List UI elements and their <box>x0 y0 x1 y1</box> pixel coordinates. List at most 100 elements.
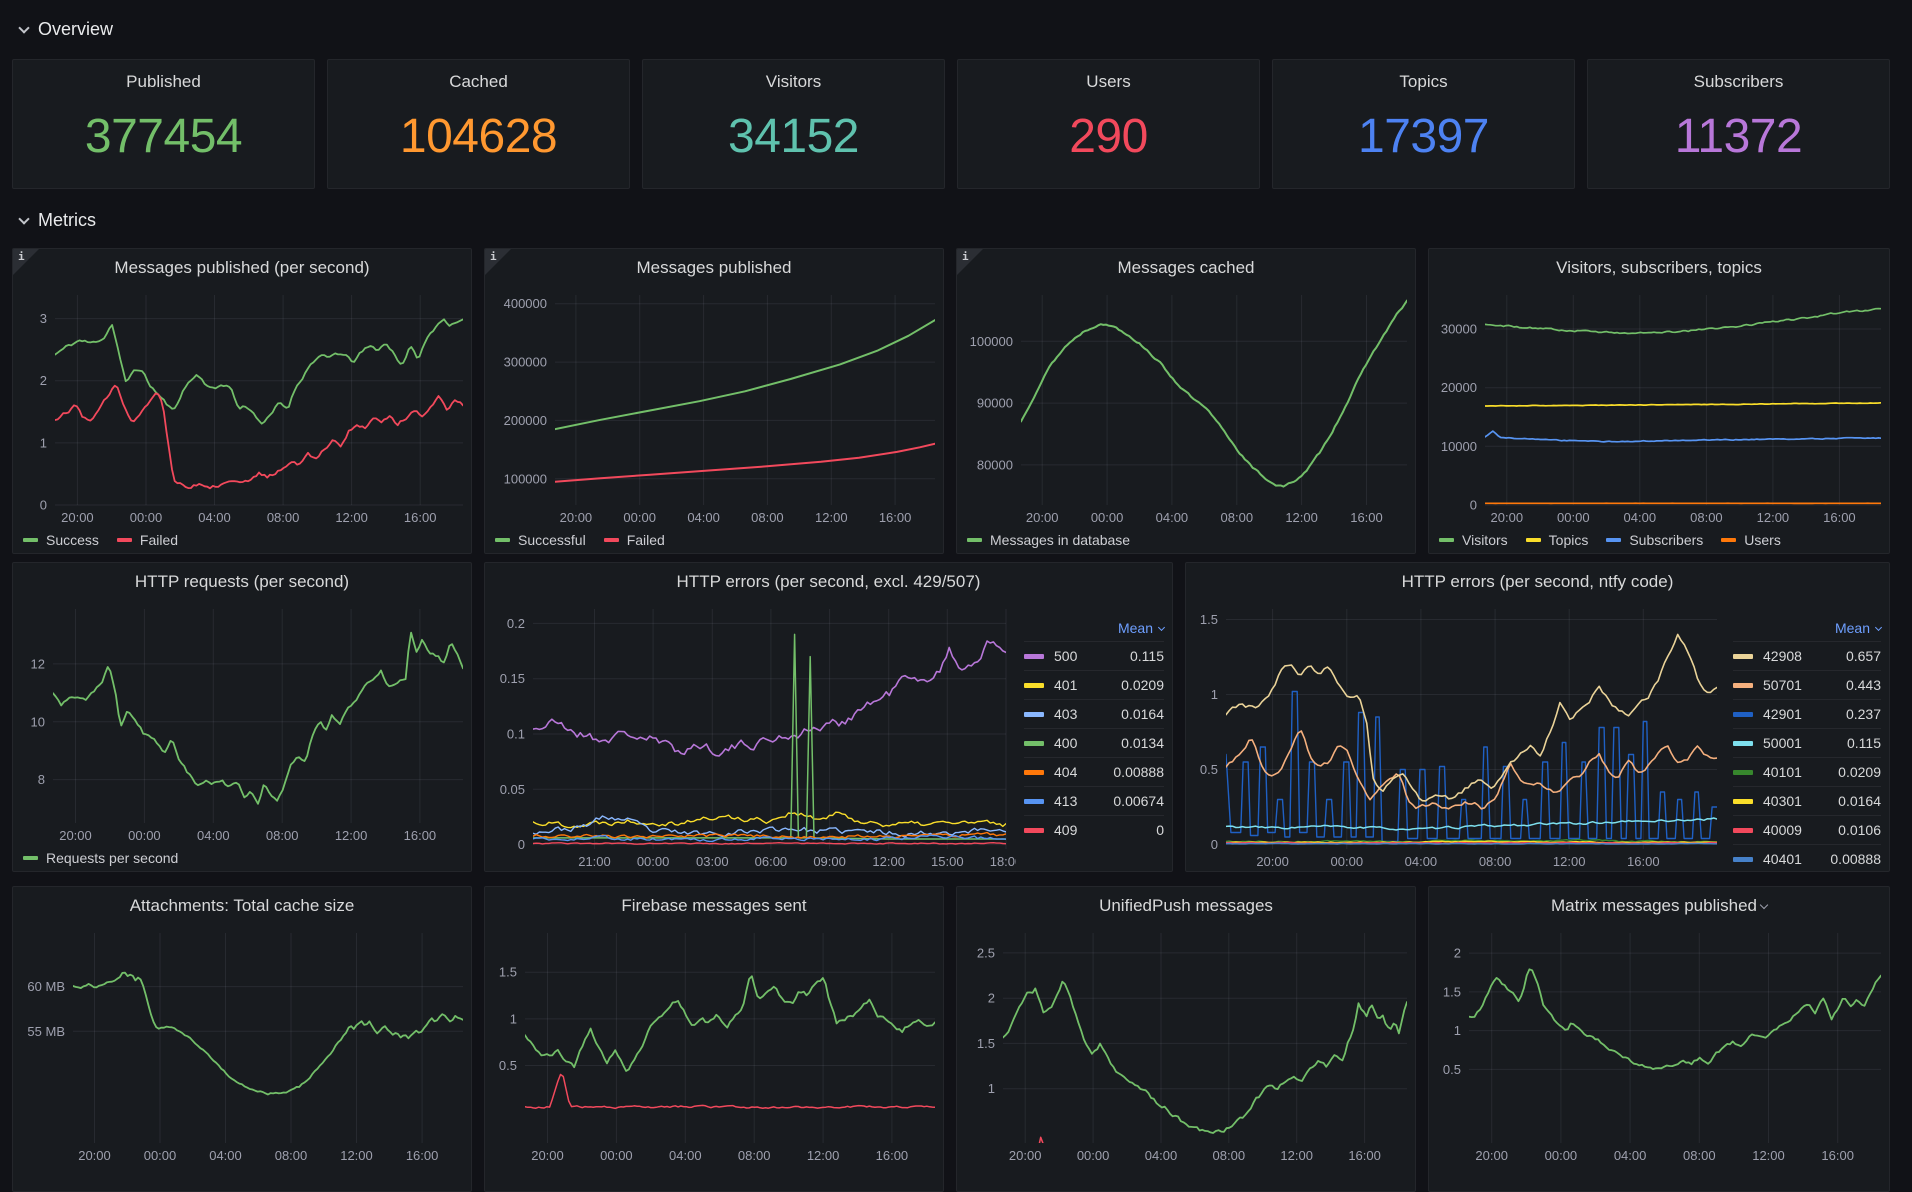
stat-value: 11372 <box>1674 109 1803 163</box>
legend-table-row[interactable]: 401 0.0209 <box>1024 670 1164 699</box>
svg-text:00:00: 00:00 <box>600 1148 633 1163</box>
chevron-down-icon <box>1157 623 1166 631</box>
stat-panel-users[interactable]: Users 290 <box>957 59 1260 189</box>
svg-text:400000: 400000 <box>504 296 547 311</box>
info-icon[interactable]: i <box>13 249 39 275</box>
svg-text:0: 0 <box>1211 837 1218 852</box>
legend-table-row[interactable]: 50001 0.115 <box>1733 728 1881 757</box>
stat-title: Cached <box>449 72 508 91</box>
legend-mean-sort[interactable]: Mean <box>1733 615 1883 641</box>
legend-table-row[interactable]: 40401 0.00888 <box>1733 844 1881 871</box>
stat-panel-topics[interactable]: Topics 17397 <box>1272 59 1575 189</box>
svg-text:08:00: 08:00 <box>1683 1148 1716 1163</box>
panel-title[interactable]: Visitors, subscribers, topics <box>1556 258 1762 277</box>
panel-title[interactable]: Attachments: Total cache size <box>129 896 355 915</box>
panel-title[interactable]: UnifiedPush messages <box>1099 896 1273 915</box>
panel-title[interactable]: HTTP errors (per second, ntfy code) <box>1401 572 1674 591</box>
svg-text:04:00: 04:00 <box>1614 1148 1647 1163</box>
svg-text:16:00: 16:00 <box>1821 1148 1854 1163</box>
legend-item[interactable]: Subscribers <box>1606 532 1703 548</box>
legend-table-row[interactable]: 50701 0.443 <box>1733 670 1881 699</box>
info-icon[interactable]: i <box>485 249 511 275</box>
legend-item[interactable]: Requests per second <box>23 850 178 866</box>
stat-value: 17397 <box>1358 109 1489 163</box>
stat-panel-subscribers[interactable]: Subscribers 11372 <box>1587 59 1890 189</box>
legend-item[interactable]: Failed <box>116 532 178 548</box>
panel-messages-cached: i Messages cached 80000 90000 100000 20:00 0… <box>956 248 1416 554</box>
chevron-down-icon <box>1759 900 1769 909</box>
panel-title[interactable]: Firebase messages sent <box>621 896 807 915</box>
legend-table-row[interactable]: 403 0.0164 <box>1024 699 1164 728</box>
svg-text:1.5: 1.5 <box>977 1036 995 1051</box>
legend-table-row[interactable]: 404 0.00888 <box>1024 757 1164 786</box>
legend-mean-sort[interactable]: Mean <box>1024 615 1166 641</box>
chart-legend: Successful Failed <box>495 532 665 548</box>
section-metrics[interactable]: Metrics <box>18 210 96 231</box>
svg-text:12:00: 12:00 <box>335 510 368 525</box>
legend-table-row[interactable]: 409 0 <box>1024 815 1164 844</box>
legend-table-row[interactable]: 40101 0.0209 <box>1733 757 1881 786</box>
series-color-chip <box>1024 653 1044 659</box>
legend-item[interactable]: Successful <box>495 532 586 548</box>
info-icon[interactable]: i <box>957 249 983 275</box>
svg-text:04:00: 04:00 <box>209 1148 242 1163</box>
stat-value: 104628 <box>399 109 558 163</box>
stat-panel-visitors[interactable]: Visitors 34152 <box>642 59 945 189</box>
panel-unifiedpush-messages: UnifiedPush messages 1 1.5 2 2.5 20:00 00:00 0… <box>956 886 1416 1192</box>
legend-table-row[interactable]: 42901 0.237 <box>1733 699 1881 728</box>
legend-table-row[interactable]: 40301 0.0164 <box>1733 786 1881 815</box>
chart-legend: Success Failed <box>23 532 178 548</box>
section-overview[interactable]: Overview <box>18 19 113 40</box>
svg-text:21:00: 21:00 <box>578 854 611 869</box>
svg-text:300000: 300000 <box>504 355 547 370</box>
panel-title[interactable]: Messages published (per second) <box>114 258 370 277</box>
svg-text:12:00: 12:00 <box>1757 510 1790 525</box>
svg-text:16:00: 16:00 <box>1823 510 1856 525</box>
legend-table-row[interactable]: 413 0.00674 <box>1024 786 1164 815</box>
svg-text:0.05: 0.05 <box>500 782 525 797</box>
stat-panel-published[interactable]: Published 377454 <box>12 59 315 189</box>
panel-title[interactable]: Matrix messages published <box>1429 887 1889 925</box>
chart-messages-cached[interactable]: 80000 90000 100000 20:00 00:00 04:00 08:00 12:0… <box>957 287 1415 529</box>
panel-title[interactable]: HTTP errors (per second, excl. 429/507) <box>676 572 981 591</box>
chart-matrix-messages[interactable]: 0.5 1 1.5 2 20:00 00:00 04:00 08:00 12:00 16:00 <box>1429 925 1889 1167</box>
chart-http-errors-ntfy[interactable]: 0 0.5 1 1.5 20:00 00:00 04:00 08:00 12:00 16:00 <box>1186 601 1727 871</box>
legend-item[interactable]: Users <box>1721 532 1781 548</box>
stat-panel-cached[interactable]: Cached 104628 <box>327 59 630 189</box>
svg-text:00:00: 00:00 <box>623 510 656 525</box>
svg-text:04:00: 04:00 <box>198 510 231 525</box>
legend-table-row[interactable]: 500 0.115 <box>1024 641 1164 670</box>
series-color-chip <box>1024 711 1044 717</box>
chevron-down-icon <box>18 22 30 34</box>
legend-item[interactable]: Topics <box>1525 532 1588 548</box>
series-color-chip <box>1525 538 1541 542</box>
svg-text:10000: 10000 <box>1441 439 1477 454</box>
chart-http-requests[interactable]: 8 10 12 20:00 00:00 04:00 08:00 12:00 16:00 <box>13 601 471 847</box>
panel-title[interactable]: HTTP requests (per second) <box>134 572 350 591</box>
series-color-chip <box>1733 740 1753 746</box>
svg-text:03:00: 03:00 <box>696 854 729 869</box>
legend-item[interactable]: Visitors <box>1439 532 1508 548</box>
svg-text:1.5: 1.5 <box>1443 984 1461 999</box>
legend-item[interactable]: Messages in database <box>967 532 1130 548</box>
series-color-chip <box>1024 827 1044 833</box>
chart-messages-published-per-second[interactable]: 0 1 2 3 20:00 00:00 04:00 08:00 12:00 16:00 <box>13 287 471 529</box>
chart-http-errors-code[interactable]: 0 0.05 0.1 0.15 0.2 21:00 00:00 03:00 06:00 09:00… <box>485 601 1022 871</box>
legend-table-row[interactable]: 400 0.0134 <box>1024 728 1164 757</box>
svg-text:100000: 100000 <box>504 471 547 486</box>
chart-visitors-subscribers-topics[interactable]: 0 10000 20000 30000 20:00 00:00 04:00 08:00 12:0… <box>1429 287 1889 529</box>
chart-unifiedpush-messages[interactable]: 1 1.5 2 2.5 20:00 00:00 04:00 08:00 12:00 16:00 <box>957 925 1415 1167</box>
chart-messages-published[interactable]: 100000 200000 300000 400000 20:00 00:00 04:00 0… <box>485 287 943 529</box>
panel-title[interactable]: Messages cached <box>1117 258 1255 277</box>
legend-table-row[interactable]: 40009 0.0106 <box>1733 815 1881 844</box>
svg-text:04:00: 04:00 <box>1156 510 1189 525</box>
legend-item[interactable]: Success <box>23 532 99 548</box>
svg-text:20:00: 20:00 <box>1475 1148 1508 1163</box>
series-color-chip <box>1024 740 1044 746</box>
chart-attachments-cache-size[interactable]: 55 MB 60 MB 20:00 00:00 04:00 08:00 12:00 16:00 <box>13 925 471 1167</box>
legend-item[interactable]: Failed <box>603 532 665 548</box>
legend-table-row[interactable]: 42908 0.657 <box>1733 641 1881 670</box>
chart-firebase-messages[interactable]: 0.5 1 1.5 20:00 00:00 04:00 08:00 12:00 16:00 <box>485 925 943 1167</box>
svg-text:04:00: 04:00 <box>1145 1148 1178 1163</box>
panel-title[interactable]: Messages published <box>636 258 792 277</box>
